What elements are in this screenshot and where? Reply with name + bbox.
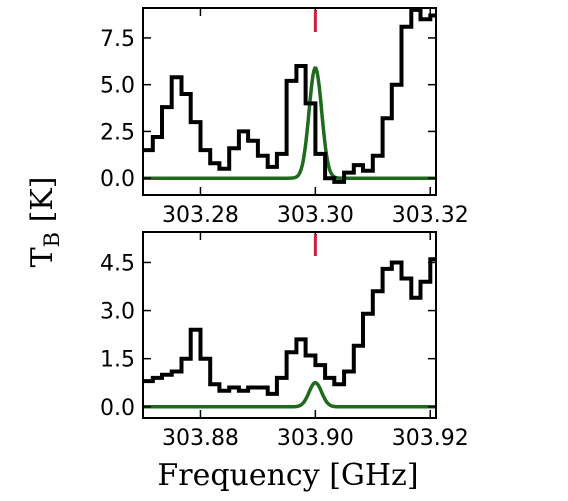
top-y-tick-label: 7.5 [100,27,135,52]
bottom-y-tick-label: 1.5 [100,348,135,373]
top-ticks: 303.28 303.30 303.32 0.0 2.5 5.0 7.5 [100,8,469,228]
bottom-y-tick-label: 3.0 [100,300,135,325]
top-axes-frame [142,7,437,196]
top-x-tick-label: 303.28 [162,203,239,228]
bottom-ticks: 303.88 303.90 303.92 0.0 1.5 3.0 4.5 [100,232,469,451]
y-axis-label-space [25,222,60,232]
top-x-tick-label: 303.30 [277,203,354,228]
top-fit-layer [143,66,436,180]
bottom-y-tick-label: 0.0 [100,396,135,421]
bottom-gaussian-fit [143,381,436,409]
y-axis-label: TB [K] [25,177,64,268]
top-gaussian-fit [143,66,436,180]
bottom-data-layer [143,257,436,396]
bottom-axes-frame [142,231,437,419]
top-observed-spectrum [143,8,436,184]
bottom-x-tick-label: 303.90 [277,426,354,451]
top-x-tick-label: 303.32 [392,203,469,228]
bottom-fit-layer [143,381,436,409]
top-panel: 303.28 303.30 303.32 0.0 2.5 5.0 7.5 [100,7,469,228]
top-y-tick-label: 2.5 [100,120,135,145]
y-axis-label-main: T [25,247,60,267]
bottom-x-tick-label: 303.88 [162,426,239,451]
bottom-x-tick-label: 303.92 [392,426,469,451]
bottom-y-tick-label: 4.5 [100,251,135,276]
top-data-layer [143,8,436,184]
y-axis-label-sub: B [40,232,64,247]
x-axis-label: Frequency [GHz] [157,458,418,493]
bottom-observed-spectrum [143,257,436,396]
top-y-tick-label: 5.0 [100,74,135,99]
top-y-tick-label: 0.0 [100,167,135,192]
bottom-panel: 303.88 303.90 303.92 0.0 1.5 3.0 4.5 [100,231,469,451]
y-axis-label-unit: [K] [25,177,60,223]
